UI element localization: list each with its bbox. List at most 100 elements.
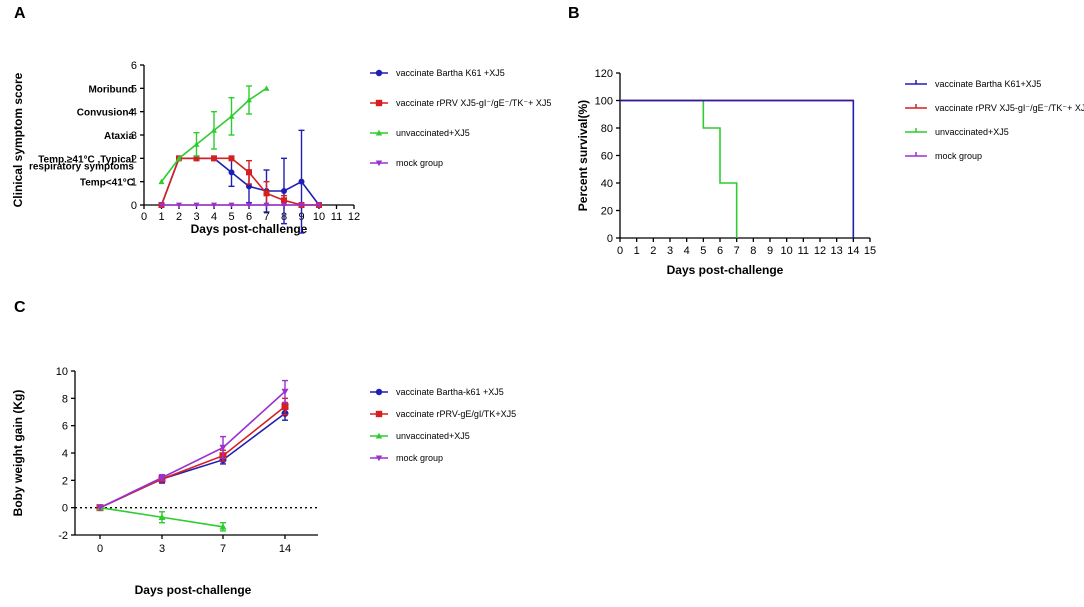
x-tick-label: 1 xyxy=(158,211,164,223)
panel-a-legend-label: mock group xyxy=(396,158,443,168)
panel-c-legend-label: mock group xyxy=(396,453,443,463)
y-tick-label: 4 xyxy=(62,448,68,460)
panel-a-legend-marker xyxy=(375,69,383,77)
x-tick-label: 4 xyxy=(684,245,690,257)
x-tick-label: 3 xyxy=(193,211,199,223)
panel-c-legend-label: vaccinate rPRV-gE/gI/TK+XJ5 xyxy=(396,409,516,419)
panel-a-chart: 01234560123456789101112MoribundConvusion… xyxy=(11,60,551,236)
data-point xyxy=(158,178,165,185)
x-tick-label: 11 xyxy=(331,211,342,223)
y-tick-label: -2 xyxy=(58,530,68,542)
data-point xyxy=(96,504,104,512)
data-point xyxy=(158,474,166,482)
y-tick-label: 6 xyxy=(62,421,68,433)
x-tick-label: 15 xyxy=(864,245,876,257)
survival-step-line xyxy=(620,99,738,238)
data-point xyxy=(219,444,227,452)
x-tick-label: 3 xyxy=(667,245,673,257)
x-tick-label: 14 xyxy=(279,543,291,555)
data-point xyxy=(281,197,287,204)
series-line xyxy=(160,157,319,206)
y-tick-label: 80 xyxy=(601,123,613,135)
panel-c-legend-marker xyxy=(375,432,383,439)
y-tick-label: 1 xyxy=(131,177,137,189)
panel-b-letter: B xyxy=(568,5,580,22)
y-tick-label: 5 xyxy=(131,83,137,95)
data-point xyxy=(281,388,289,395)
panel-c-legend-marker xyxy=(375,455,383,462)
panel-a-legend-label: unvaccinated+XJ5 xyxy=(396,128,470,138)
x-tick-label: 10 xyxy=(313,211,325,223)
x-tick-label: 7 xyxy=(220,543,226,555)
data-point xyxy=(246,202,252,208)
symptom-category-label: Temp.≥41°C ,Typical xyxy=(38,154,134,165)
x-tick-label: 5 xyxy=(700,245,706,257)
y-tick-label: 0 xyxy=(62,503,68,515)
data-point xyxy=(228,202,235,208)
symptom-category-label: respiratory symptoms xyxy=(29,161,134,172)
y-tick-label: 10 xyxy=(56,366,68,378)
x-tick-label: 1 xyxy=(634,245,640,257)
y-tick-label: 60 xyxy=(601,151,613,163)
x-tick-label: 3 xyxy=(159,543,165,555)
symptom-category-label: Moribund xyxy=(88,84,134,95)
data-point xyxy=(298,178,305,185)
x-tick-label: 11 xyxy=(798,245,809,257)
x-tick-label: 14 xyxy=(847,245,859,257)
data-point xyxy=(211,202,217,208)
x-tick-label: 2 xyxy=(650,245,656,257)
data-point xyxy=(211,127,217,133)
data-point xyxy=(193,155,200,162)
y-tick-label: 0 xyxy=(131,200,137,212)
panel-a-legend-marker xyxy=(375,129,383,136)
x-tick-label: 6 xyxy=(246,211,252,223)
panel-c-legend-marker xyxy=(375,388,383,396)
x-tick-label: 12 xyxy=(348,211,360,223)
y-tick-label: 2 xyxy=(131,153,137,165)
data-point xyxy=(176,155,182,161)
x-axis-title: Days post-challenge xyxy=(191,222,308,236)
symptom-category-label: Temp<41°C xyxy=(80,178,134,189)
panel-a-legend-marker xyxy=(375,99,383,107)
panel-a-letter: A xyxy=(14,5,26,22)
y-tick-label: 40 xyxy=(601,178,613,190)
symptom-category-label: Ataxia xyxy=(104,131,134,142)
data-point xyxy=(193,141,200,147)
panel-a-legend-label: vaccinate Bartha K61 +XJ5 xyxy=(396,68,505,78)
data-point xyxy=(281,188,287,194)
data-point xyxy=(211,155,217,162)
x-tick-label: 0 xyxy=(97,543,103,555)
panel-c-legend-marker xyxy=(375,410,383,418)
y-tick-label: 3 xyxy=(131,130,137,142)
panel-b-legend-label: unvaccinated+XJ5 xyxy=(935,127,1009,137)
x-axis-title: Days post-challenge xyxy=(135,583,252,597)
x-tick-label: 13 xyxy=(831,245,843,257)
data-point xyxy=(281,202,287,208)
data-point xyxy=(263,85,270,91)
data-point xyxy=(263,202,270,208)
data-point xyxy=(219,523,227,530)
y-tick-label: 4 xyxy=(131,107,137,119)
y-axis-title: Clinical symptom score xyxy=(11,72,25,207)
data-point xyxy=(193,202,200,208)
panel-c-letter: C xyxy=(14,299,26,316)
panel-b-legend-label: vaccinate Bartha K61+XJ5 xyxy=(935,79,1041,89)
data-point xyxy=(228,155,235,162)
data-point xyxy=(263,190,270,197)
x-tick-label: 9 xyxy=(767,245,773,257)
y-tick-label: 6 xyxy=(131,60,137,72)
x-tick-label: 0 xyxy=(617,245,623,257)
x-tick-label: 5 xyxy=(228,211,234,223)
panel-a-legend-label: vaccinate rPRV XJ5-gI⁻/gE⁻/TK⁻+ XJ5 xyxy=(396,98,551,108)
panel-a-legend-marker xyxy=(375,160,383,167)
x-axis-title: Days post-challenge xyxy=(667,263,784,277)
y-tick-label: 2 xyxy=(62,475,68,487)
data-point xyxy=(228,169,235,176)
data-point xyxy=(228,113,235,119)
y-tick-label: 8 xyxy=(62,393,68,405)
data-point xyxy=(246,169,252,176)
x-tick-label: 10 xyxy=(781,245,793,257)
y-tick-label: 20 xyxy=(601,206,613,218)
